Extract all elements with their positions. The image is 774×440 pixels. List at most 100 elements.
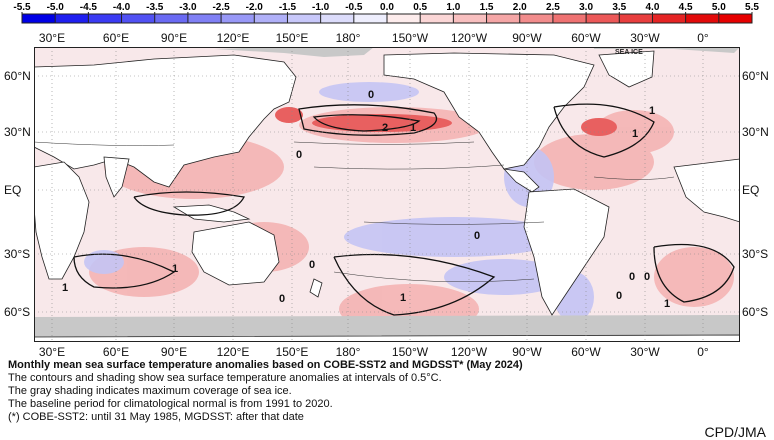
latitude-label: 60°N: [742, 69, 769, 83]
india: [103, 156, 130, 198]
colorbar-tick-label: -4.5: [80, 2, 98, 13]
contour-label: 1: [172, 263, 178, 275]
colorbar-cell: [121, 14, 156, 23]
colorbar-tick-label: -2.0: [246, 2, 264, 13]
colorbar-tick-label: -5.0: [47, 2, 65, 13]
caption-line: The baseline period for climatological n…: [8, 398, 333, 410]
contour-label: 0: [309, 259, 315, 271]
colorbar-tick-label: -1.5: [279, 2, 297, 13]
contour-label: 1: [664, 298, 670, 310]
colorbar-cell: [652, 14, 687, 23]
latitude-label: EQ: [4, 183, 22, 197]
longitude-labels-top: 30°E 60°E 90°E 120°E 150°E 180° 150°W 120°W 90°W…: [0, 28, 774, 48]
latitude-label: 30°S: [4, 247, 31, 261]
caption-title: Monthly mean sea surface temperature ano…: [8, 359, 523, 371]
colorbar-cell: [221, 14, 255, 23]
contour-label: 0: [616, 290, 622, 302]
colorbar-tick-label: 0.5: [413, 2, 427, 13]
colorbar-tick-label: 2.5: [546, 2, 560, 13]
cool-anomaly-zones: [84, 82, 594, 322]
colorbar-cell: [387, 14, 421, 23]
latitude-label: 30°N: [4, 125, 31, 139]
longitude-label: 60°E: [102, 345, 130, 359]
longitude-label: 90°E: [160, 345, 188, 359]
longitude-label: 60°W: [571, 345, 601, 359]
longitude-label: 0°: [697, 345, 709, 359]
contours-thin: [34, 141, 675, 283]
longitude-label: 180°: [335, 31, 361, 45]
colorbar-tick-label: -5.5: [13, 2, 31, 13]
colorbar-tick-label: 3.0: [579, 2, 593, 13]
colorbar-tick-label: -3.0: [179, 2, 197, 13]
africa: [34, 161, 90, 280]
colorbar-cell: [187, 14, 222, 23]
colorbar-tick-label: -0.5: [345, 2, 363, 13]
central-america: [502, 168, 540, 193]
contour-label: 1: [632, 128, 638, 140]
caption: Monthly mean sea surface temperature ano…: [8, 359, 708, 424]
colorbar-tick-label: 4.5: [679, 2, 693, 13]
longitude-label: 30°E: [38, 31, 66, 45]
contour-label: 2: [382, 122, 388, 134]
longitude-label: 120°E: [216, 31, 250, 45]
latitude-label: EQ: [742, 183, 760, 197]
colorbar-tick-label: 3.5: [612, 2, 626, 13]
latitude-label: 60°N: [4, 69, 31, 83]
colorbar-tick-label: 1.0: [446, 2, 460, 13]
contour-label: 1: [400, 292, 406, 304]
colorbar-tick-label: -1.0: [312, 2, 330, 13]
longitude-label: 60°W: [571, 31, 601, 45]
longitude-label: 90°W: [512, 345, 542, 359]
contour-label: 0: [279, 293, 285, 305]
south-america: [523, 188, 610, 316]
sst-anomaly-map: 0 2 1 1 1 0 1 0 1 0 1 0 0 0 1 0 SEA ICE: [34, 47, 740, 342]
longitude-label: 90°W: [512, 31, 542, 45]
colorbar-cell: [88, 14, 123, 23]
contour-label: 1: [649, 105, 655, 117]
contour-label: 0: [368, 89, 374, 101]
colorbar-tick-label: 0.0: [380, 2, 394, 13]
colorbar-cell: [718, 14, 753, 23]
australia: [191, 221, 280, 286]
longitude-label: 120°W: [450, 31, 488, 45]
contour-label: 0: [629, 271, 635, 283]
contour-label: 1: [410, 122, 416, 134]
longitude-labels-bottom: 30°E 60°E 90°E 120°E 150°E 180° 150°W 120°W 90°W…: [0, 342, 774, 362]
longitude-label: 30°E: [38, 345, 66, 359]
longitude-label: 60°E: [102, 31, 130, 45]
colorbar-cell: [453, 14, 488, 23]
antarctica: [34, 334, 740, 342]
colorbar: -5.5 -5.0 -4.5 -4.0 -3.5 -3.0 -2.5 -2.0 -1.5 -1.0…: [13, 2, 759, 24]
north-america: [383, 52, 595, 170]
colorbar-cell: [420, 14, 454, 23]
longitude-label: 120°E: [216, 345, 250, 359]
colorbar-tick-label: 2.0: [513, 2, 527, 13]
colorbar-cell: [154, 14, 189, 23]
colorbar-tick-label: -4.0: [113, 2, 131, 13]
contour-label: 0: [644, 271, 650, 283]
caption-line: The contours and shading show sea surfac…: [8, 372, 442, 384]
colorbar-cell: [685, 14, 720, 23]
longitude-label: 150°E: [275, 345, 309, 359]
longitude-label: 120°W: [450, 345, 488, 359]
longitude-label: 150°W: [391, 345, 429, 359]
new-zealand: [309, 278, 323, 298]
colorbar-cell: [353, 14, 388, 23]
colorbar-tick-label: 5.5: [745, 2, 759, 13]
contour-label: 0: [474, 230, 480, 242]
credit: CPD/JMA: [704, 424, 766, 440]
colorbar-cell: [586, 14, 620, 23]
graticule: [34, 47, 740, 342]
strong-warm-zones: [275, 107, 617, 136]
longitude-label: 150°E: [275, 31, 309, 45]
contour-label: 1: [62, 282, 68, 294]
longitude-label: 0°: [697, 31, 709, 45]
longitude-label: 150°W: [391, 31, 429, 45]
map-frame: [34, 47, 740, 342]
colorbar-cell: [22, 14, 56, 23]
contours: [73, 103, 735, 316]
colorbar-cell: [486, 14, 521, 23]
africa-west: [673, 158, 740, 223]
longitude-label: 90°E: [160, 31, 188, 45]
colorbar-cell: [619, 14, 653, 23]
